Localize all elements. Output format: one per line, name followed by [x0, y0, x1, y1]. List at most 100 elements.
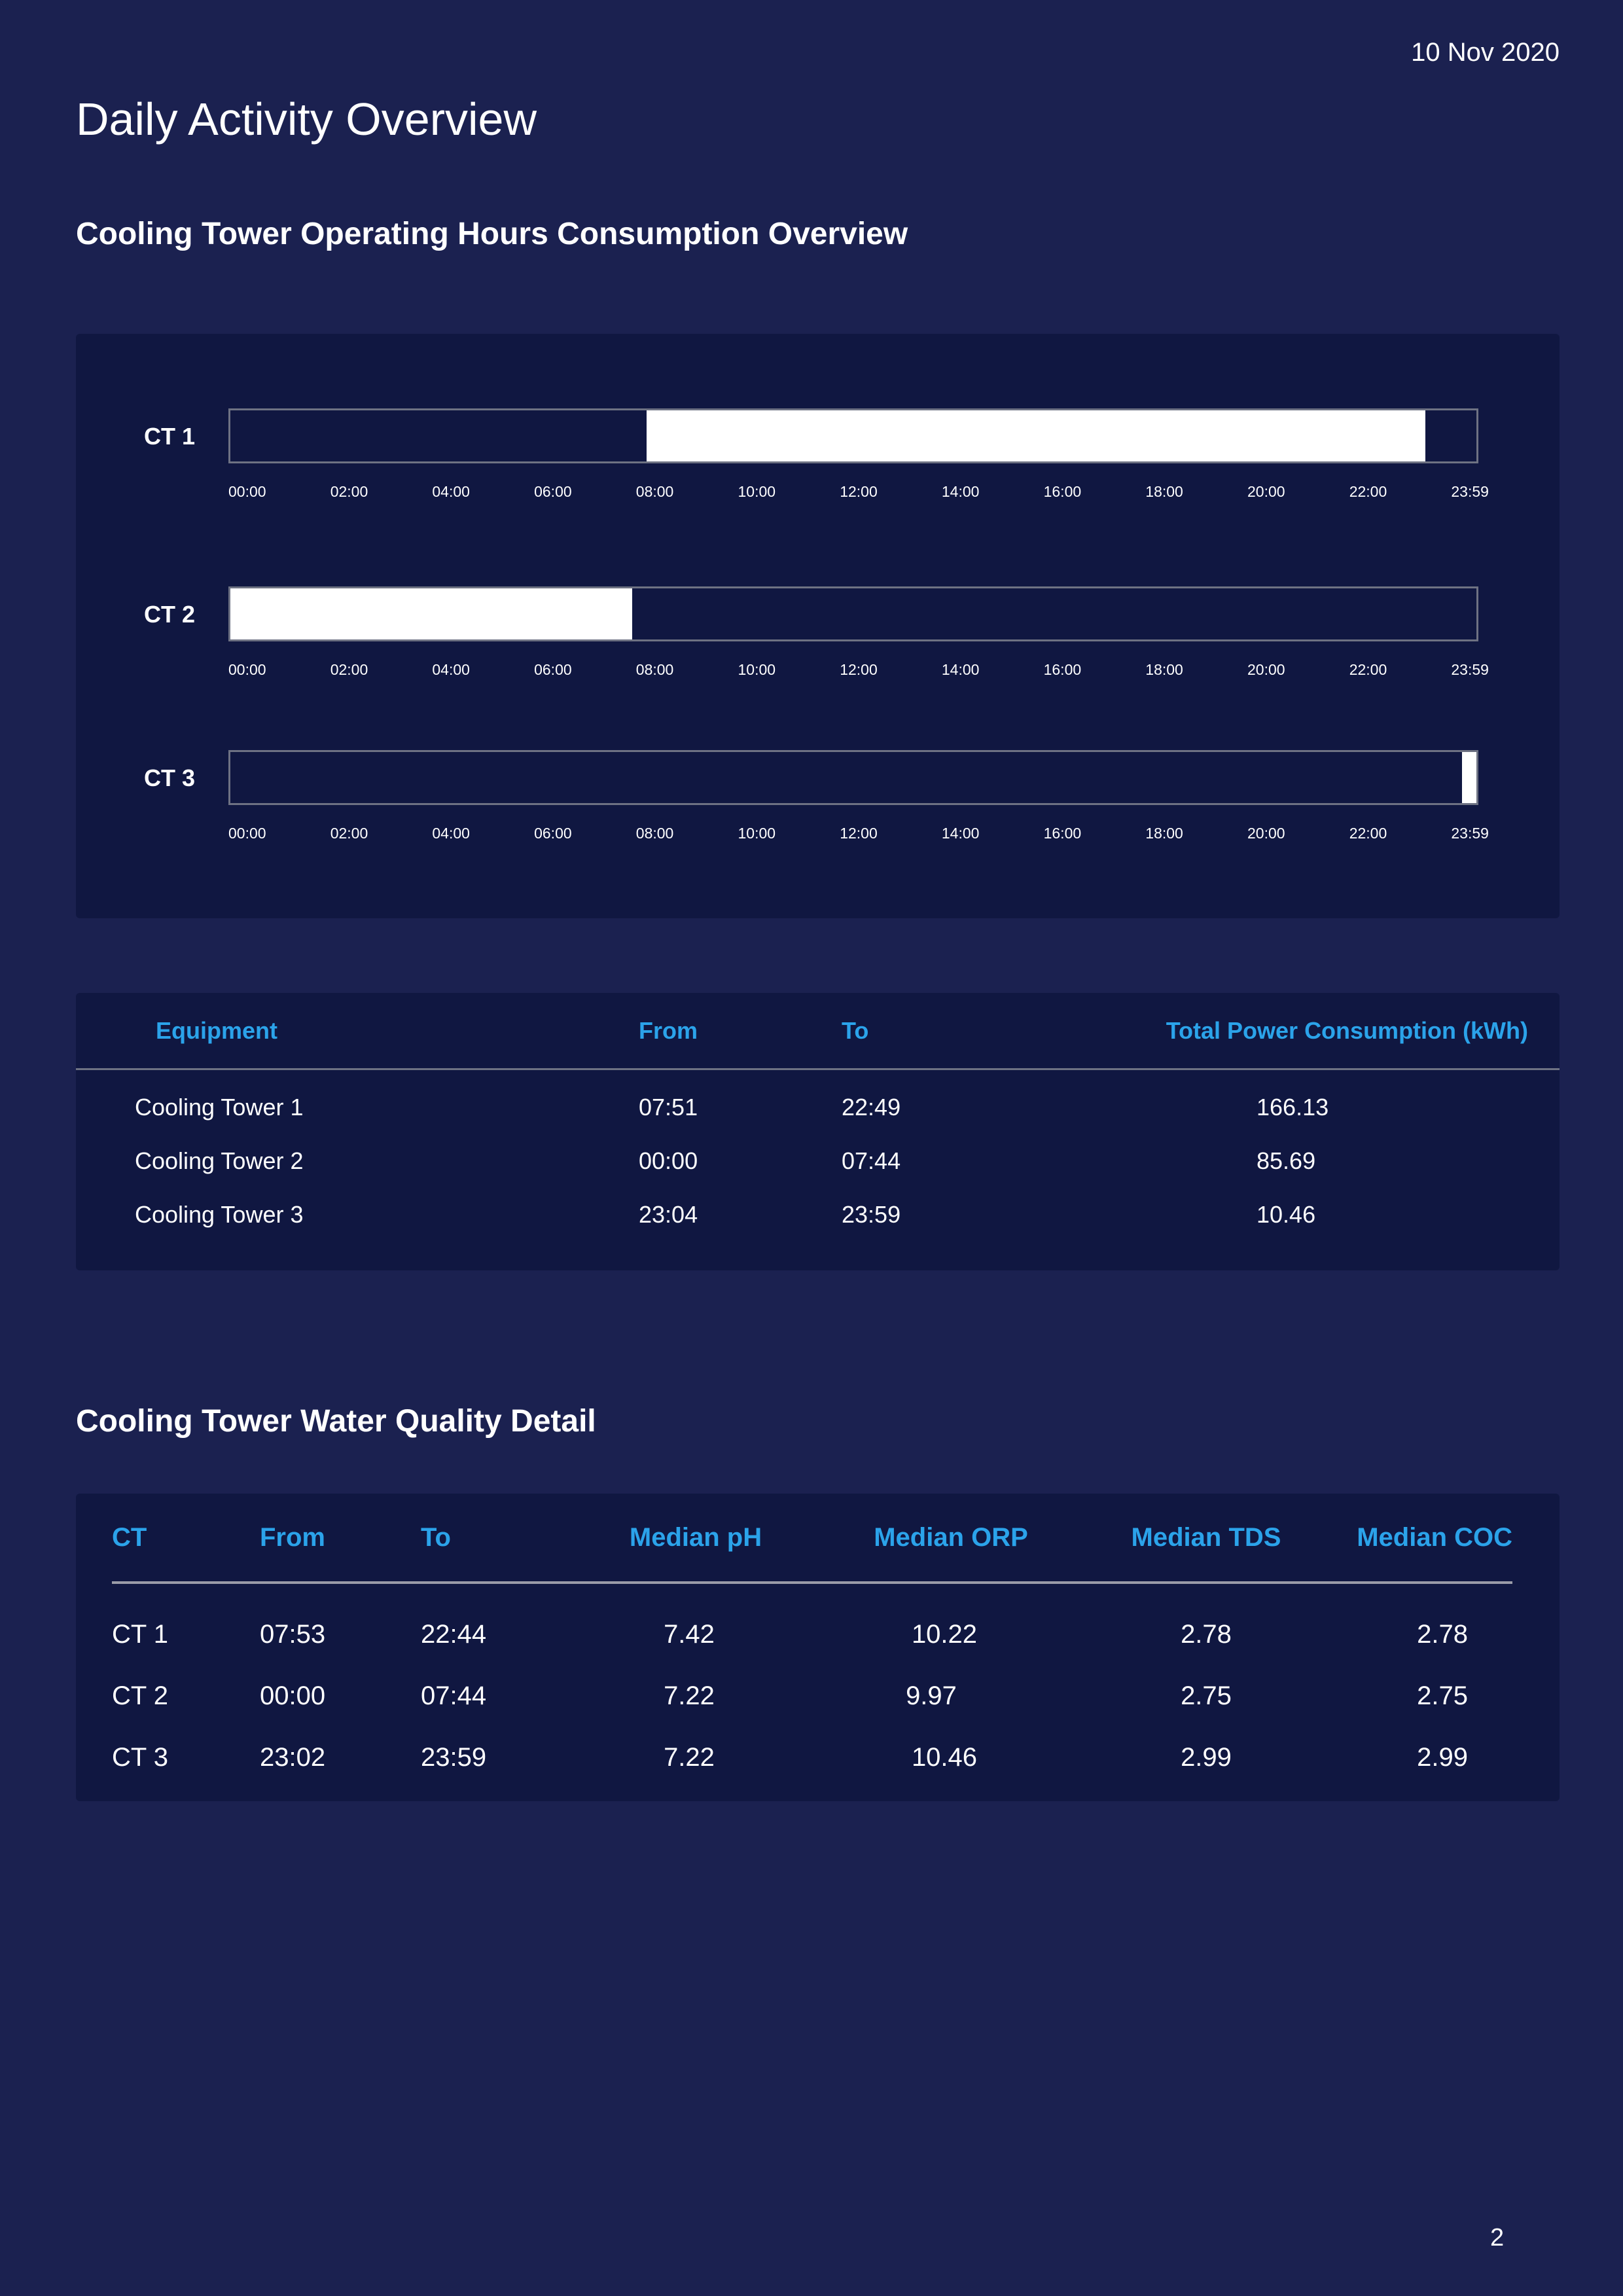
tick-label: 16:00 — [1043, 483, 1082, 500]
tick-label: 06:00 — [534, 483, 572, 500]
tick-label: 12:00 — [840, 483, 878, 500]
ct-cell: CT 1 — [112, 1619, 168, 1649]
timeline-axis-ct1: 00:00 02:00 04:00 06:00 08:00 10:00 12:00 14:00… — [228, 483, 1511, 503]
tick-label: 22:00 — [1349, 661, 1387, 678]
column-header-median-coc: Median COC — [1357, 1522, 1512, 1552]
ct-cell: CT 2 — [112, 1681, 168, 1710]
column-header-from: From — [260, 1522, 325, 1552]
tick-label: 06:00 — [534, 825, 572, 842]
tick-label: 08:00 — [635, 661, 674, 678]
median-tds-cell: 2.78 — [1181, 1619, 1232, 1649]
tick-label: 20:00 — [1247, 483, 1285, 500]
column-header-ct: CT — [112, 1522, 147, 1552]
tick-label: 02:00 — [330, 661, 368, 678]
timeline-axis-ct3: 00:00 02:00 04:00 06:00 08:00 10:00 12:00 14:00… — [228, 825, 1511, 844]
water-quality-table: CT From To Median pH Median ORP Median T… — [112, 1494, 1512, 1788]
column-header-to: To — [842, 1016, 869, 1044]
equipment-cell: Cooling Tower 2 — [135, 1147, 304, 1174]
median-orp-cell: 10.22 — [911, 1619, 978, 1649]
column-header-power: Total Power Consumption (kWh) — [1166, 1016, 1528, 1044]
tick-label: 23:59 — [1451, 661, 1489, 678]
page-title: Daily Activity Overview — [76, 94, 537, 145]
ct-cell: CT 3 — [112, 1742, 168, 1772]
tick-label: 12:00 — [840, 825, 878, 842]
tick-label: 08:00 — [635, 825, 674, 842]
tick-label: 14:00 — [941, 661, 980, 678]
water-quality-card: CT From To Median pH Median ORP Median T… — [76, 1494, 1560, 1801]
timeline-track-ct2 — [228, 586, 1478, 641]
to-cell: 22:44 — [421, 1619, 487, 1649]
timeline-label-ct2: CT 2 — [144, 601, 196, 628]
to-cell: 23:59 — [842, 1201, 901, 1228]
timeline-label-ct3: CT 3 — [144, 764, 196, 791]
median-tds-cell: 2.75 — [1181, 1681, 1232, 1710]
timeline-track-ct1 — [228, 408, 1478, 463]
from-cell: 07:53 — [260, 1619, 326, 1649]
power-cell: 85.69 — [1257, 1147, 1316, 1174]
table-header-row: CT From To Median pH Median ORP Median T… — [112, 1494, 1512, 1583]
tick-label: 04:00 — [432, 825, 470, 842]
tick-label: 04:00 — [432, 483, 470, 500]
tick-label: 08:00 — [635, 483, 674, 500]
to-cell: 22:49 — [842, 1094, 901, 1121]
tick-label: 22:00 — [1349, 825, 1387, 842]
median-tds-cell: 2.99 — [1181, 1742, 1232, 1772]
tick-label: 00:00 — [228, 825, 266, 842]
to-cell: 23:59 — [421, 1742, 487, 1772]
equipment-cell: Cooling Tower 1 — [135, 1094, 304, 1121]
timeline-track-ct3 — [228, 750, 1478, 805]
tick-label: 04:00 — [432, 661, 470, 678]
from-cell: 07:51 — [639, 1094, 698, 1121]
report-date: 10 Nov 2020 — [1411, 38, 1560, 67]
tick-label: 10:00 — [738, 483, 776, 500]
timeline-axis-ct2: 00:00 02:00 04:00 06:00 08:00 10:00 12:00 14:00… — [228, 661, 1511, 681]
tick-label: 06:00 — [534, 661, 572, 678]
tick-label: 22:00 — [1349, 483, 1387, 500]
page-number: 2 — [1490, 2224, 1505, 2251]
table-row: CT 2 00:00 07:44 7.22 9.97 2.75 2.75 — [112, 1665, 1512, 1727]
power-cell: 10.46 — [1257, 1201, 1316, 1228]
power-cell: 166.13 — [1257, 1094, 1329, 1121]
tick-label: 23:59 — [1451, 825, 1489, 842]
column-header-median-ph: Median pH — [629, 1522, 762, 1552]
equipment-cell: Cooling Tower 3 — [135, 1201, 304, 1228]
tick-label: 16:00 — [1043, 825, 1082, 842]
tick-label: 16:00 — [1043, 661, 1082, 678]
table-row: CT 3 23:02 23:59 7.22 10.46 2.99 2.99 — [112, 1727, 1512, 1788]
table-row: CT 1 07:53 22:44 7.42 10.22 2.78 2.78 — [112, 1583, 1512, 1665]
median-ph-cell: 7.22 — [664, 1681, 715, 1710]
median-coc-cell: 2.99 — [1417, 1742, 1468, 1772]
from-cell: 23:04 — [639, 1201, 698, 1228]
table-row: Cooling Tower 3 23:04 23:59 10.46 — [76, 1188, 1560, 1242]
power-consumption-card: Equipment From To Total Power Consumptio… — [76, 993, 1560, 1270]
column-header-to: To — [421, 1522, 451, 1552]
tick-label: 20:00 — [1247, 661, 1285, 678]
column-header-equipment: Equipment — [156, 1016, 277, 1044]
from-cell: 00:00 — [639, 1147, 698, 1174]
from-cell: 00:00 — [260, 1681, 326, 1710]
tick-label: 10:00 — [738, 661, 776, 678]
to-cell: 07:44 — [842, 1147, 901, 1174]
column-header-median-tds: Median TDS — [1131, 1522, 1281, 1552]
tick-label: 02:00 — [330, 483, 368, 500]
timeline-bar-ct2 — [230, 588, 632, 639]
median-coc-cell: 2.75 — [1417, 1681, 1468, 1710]
tick-label: 23:59 — [1451, 483, 1489, 500]
tick-label: 02:00 — [330, 825, 368, 842]
tick-label: 14:00 — [941, 825, 980, 842]
power-consumption-table: Equipment From To Total Power Consumptio… — [76, 993, 1560, 1242]
timeline-bar-ct3 — [1461, 752, 1476, 803]
timeline-label-ct1: CT 1 — [144, 423, 196, 450]
table-row: Cooling Tower 1 07:51 22:49 166.13 — [76, 1069, 1560, 1135]
tick-label: 00:00 — [228, 661, 266, 678]
table-row: Cooling Tower 2 00:00 07:44 85.69 — [76, 1134, 1560, 1188]
median-orp-cell: 10.46 — [911, 1742, 978, 1772]
tick-label: 12:00 — [840, 661, 878, 678]
median-ph-cell: 7.22 — [664, 1742, 715, 1772]
column-header-median-orp: Median ORP — [874, 1522, 1028, 1552]
table-header-row: Equipment From To Total Power Consumptio… — [76, 993, 1560, 1069]
from-cell: 23:02 — [260, 1742, 326, 1772]
median-ph-cell: 7.42 — [664, 1619, 715, 1649]
tick-label: 18:00 — [1145, 661, 1183, 678]
operating-hours-title: Cooling Tower Operating Hours Consumptio… — [76, 217, 908, 251]
